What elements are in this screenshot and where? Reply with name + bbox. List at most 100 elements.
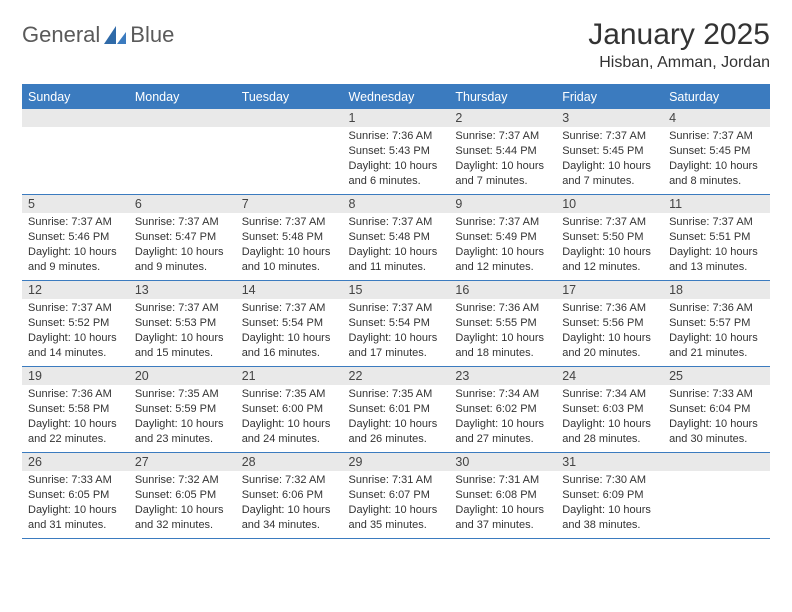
daylight-line: Daylight: 10 hours and 26 minutes. (349, 417, 444, 447)
sunset-line: Sunset: 6:00 PM (242, 402, 337, 417)
sunrise-line: Sunrise: 7:37 AM (349, 215, 444, 230)
day-detail: Sunrise: 7:32 AMSunset: 6:06 PMDaylight:… (236, 471, 343, 536)
daylight-line: Daylight: 10 hours and 7 minutes. (562, 159, 657, 189)
daylight-line: Daylight: 10 hours and 30 minutes. (669, 417, 764, 447)
sunset-line: Sunset: 6:04 PM (669, 402, 764, 417)
day-number: 15 (343, 281, 450, 299)
sunset-line: Sunset: 5:56 PM (562, 316, 657, 331)
calendar-day-cell: 26Sunrise: 7:33 AMSunset: 6:05 PMDayligh… (22, 453, 129, 539)
sunset-line: Sunset: 5:48 PM (242, 230, 337, 245)
sunrise-line: Sunrise: 7:37 AM (455, 215, 550, 230)
day-number: 23 (449, 367, 556, 385)
sunset-line: Sunset: 6:05 PM (28, 488, 123, 503)
calendar-day-cell: 14Sunrise: 7:37 AMSunset: 5:54 PMDayligh… (236, 281, 343, 367)
day-number: 21 (236, 367, 343, 385)
calendar-empty-cell (22, 109, 129, 195)
calendar-day-cell: 22Sunrise: 7:35 AMSunset: 6:01 PMDayligh… (343, 367, 450, 453)
calendar-day-cell: 5Sunrise: 7:37 AMSunset: 5:46 PMDaylight… (22, 195, 129, 281)
sunrise-line: Sunrise: 7:36 AM (562, 301, 657, 316)
sunrise-line: Sunrise: 7:30 AM (562, 473, 657, 488)
day-number: 22 (343, 367, 450, 385)
sunset-line: Sunset: 6:03 PM (562, 402, 657, 417)
day-number: 16 (449, 281, 556, 299)
sunset-line: Sunset: 5:49 PM (455, 230, 550, 245)
calendar-day-cell: 3Sunrise: 7:37 AMSunset: 5:45 PMDaylight… (556, 109, 663, 195)
sunrise-line: Sunrise: 7:31 AM (349, 473, 444, 488)
brand-word2: Blue (130, 22, 174, 48)
calendar-day-cell: 18Sunrise: 7:36 AMSunset: 5:57 PMDayligh… (663, 281, 770, 367)
day-detail: Sunrise: 7:37 AMSunset: 5:50 PMDaylight:… (556, 213, 663, 278)
sunrise-line: Sunrise: 7:35 AM (349, 387, 444, 402)
sunset-line: Sunset: 5:45 PM (669, 144, 764, 159)
calendar-day-cell: 12Sunrise: 7:37 AMSunset: 5:52 PMDayligh… (22, 281, 129, 367)
calendar-day-cell: 27Sunrise: 7:32 AMSunset: 6:05 PMDayligh… (129, 453, 236, 539)
calendar-day-cell: 29 Sunrise: 7:31 AMSunset: 6:07 PMDayligh… (343, 453, 450, 539)
day-number (663, 453, 770, 471)
day-detail: Sunrise: 7:34 AMSunset: 6:03 PMDaylight:… (556, 385, 663, 450)
day-number: 10 (556, 195, 663, 213)
daylight-line: Daylight: 10 hours and 23 minutes. (135, 417, 230, 447)
calendar-week-row: 26Sunrise: 7:33 AMSunset: 6:05 PMDayligh… (22, 453, 770, 539)
sunrise-line: Sunrise: 7:36 AM (669, 301, 764, 316)
daylight-line: Daylight: 10 hours and 20 minutes. (562, 331, 657, 361)
calendar-day-cell: 19Sunrise: 7:36 AMSunset: 5:58 PMDayligh… (22, 367, 129, 453)
sunset-line: Sunset: 6:02 PM (455, 402, 550, 417)
daylight-line: Daylight: 10 hours and 9 minutes. (135, 245, 230, 275)
calendar-day-cell: 15Sunrise: 7:37 AMSunset: 5:54 PMDayligh… (343, 281, 450, 367)
day-number: 28 (236, 453, 343, 471)
weekday-header-row: SundayMondayTuesdayWednesdayThursdayFrid… (22, 85, 770, 109)
daylight-line: Daylight: 10 hours and 10 minutes. (242, 245, 337, 275)
day-number: 30 (449, 453, 556, 471)
calendar-week-row: 12Sunrise: 7:37 AMSunset: 5:52 PMDayligh… (22, 281, 770, 367)
sunrise-line: Sunrise: 7:35 AM (242, 387, 337, 402)
day-number: 5 (22, 195, 129, 213)
daylight-line: Daylight: 10 hours and 8 minutes. (669, 159, 764, 189)
sunrise-line: Sunrise: 7:37 AM (135, 215, 230, 230)
day-detail: Sunrise: 7:37 AMSunset: 5:48 PMDaylight:… (343, 213, 450, 278)
sunrise-line: Sunrise: 7:37 AM (349, 301, 444, 316)
daylight-line: Daylight: 10 hours and 12 minutes. (455, 245, 550, 275)
sunset-line: Sunset: 5:43 PM (349, 144, 444, 159)
sunrise-line: Sunrise: 7:34 AM (455, 387, 550, 402)
weekday-header: Friday (556, 85, 663, 109)
sunrise-line: Sunrise: 7:37 AM (28, 215, 123, 230)
day-number: 1 (343, 109, 450, 127)
day-detail: Sunrise: 7:35 AMSunset: 6:01 PMDaylight:… (343, 385, 450, 450)
daylight-line: Daylight: 10 hours and 24 minutes. (242, 417, 337, 447)
sunrise-line: Sunrise: 7:33 AM (669, 387, 764, 402)
daylight-line: Daylight: 10 hours and 35 minutes. (349, 503, 444, 533)
weekday-header: Saturday (663, 85, 770, 109)
weekday-header: Sunday (22, 85, 129, 109)
sunset-line: Sunset: 5:57 PM (669, 316, 764, 331)
sunrise-line: Sunrise: 7:37 AM (28, 301, 123, 316)
sunset-line: Sunset: 5:59 PM (135, 402, 230, 417)
sunset-line: Sunset: 5:53 PM (135, 316, 230, 331)
sunrise-line: Sunrise: 7:37 AM (669, 129, 764, 144)
day-number: 2 (449, 109, 556, 127)
sunrise-line: Sunrise: 7:37 AM (455, 129, 550, 144)
day-detail (236, 127, 343, 133)
calendar-empty-cell (663, 453, 770, 539)
daylight-line: Daylight: 10 hours and 15 minutes. (135, 331, 230, 361)
day-detail (129, 127, 236, 133)
calendar-day-cell: 9Sunrise: 7:37 AMSunset: 5:49 PMDaylight… (449, 195, 556, 281)
sunset-line: Sunset: 6:08 PM (455, 488, 550, 503)
sunrise-line: Sunrise: 7:36 AM (28, 387, 123, 402)
day-number: 24 (556, 367, 663, 385)
calendar-week-row: 1Sunrise: 7:36 AMSunset: 5:43 PMDaylight… (22, 109, 770, 195)
calendar-week-row: 5Sunrise: 7:37 AMSunset: 5:46 PMDaylight… (22, 195, 770, 281)
daylight-line: Daylight: 10 hours and 13 minutes. (669, 245, 764, 275)
sunrise-line: Sunrise: 7:37 AM (242, 301, 337, 316)
location-text: Hisban, Amman, Jordan (588, 54, 770, 72)
calendar-day-cell: 20Sunrise: 7:35 AMSunset: 5:59 PMDayligh… (129, 367, 236, 453)
sunset-line: Sunset: 5:47 PM (135, 230, 230, 245)
day-number: 29 (343, 453, 450, 471)
calendar-day-cell: 31Sunrise: 7:30 AMSunset: 6:09 PMDayligh… (556, 453, 663, 539)
sunset-line: Sunset: 6:07 PM (349, 488, 444, 503)
daylight-line: Daylight: 10 hours and 9 minutes. (28, 245, 123, 275)
sunrise-line: Sunrise: 7:37 AM (562, 129, 657, 144)
calendar-day-cell: 1Sunrise: 7:36 AMSunset: 5:43 PMDaylight… (343, 109, 450, 195)
calendar-empty-cell (236, 109, 343, 195)
brand-word1: General (22, 22, 100, 48)
daylight-line: Daylight: 10 hours and 32 minutes. (135, 503, 230, 533)
